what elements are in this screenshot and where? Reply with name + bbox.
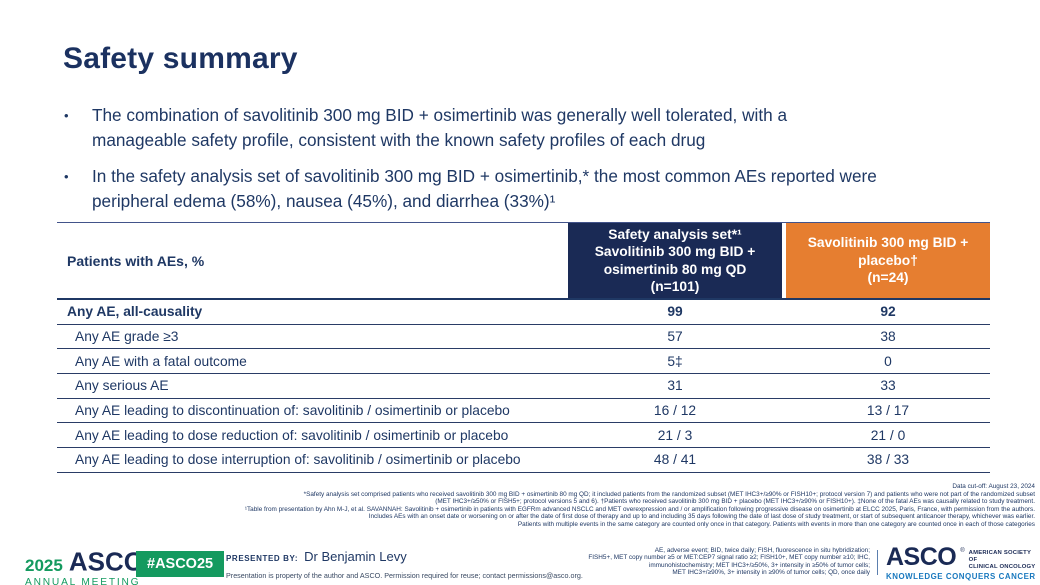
- row-value-arm: 31: [667, 378, 683, 394]
- row-label: Any AE leading to discontinuation of: sa…: [75, 403, 510, 419]
- bullet-dot: •: [64, 169, 69, 184]
- table-row: Any AE grade ≥3 57 38: [57, 325, 990, 350]
- row-value-arm: 16 / 12: [653, 403, 697, 419]
- footnote-line: (MET IHC3+/≥50% or FISH5+; protocol vers…: [435, 498, 1035, 505]
- table-row: Any AE leading to discontinuation of: sa…: [57, 399, 990, 424]
- abbreviations-block: AE, adverse event; BID, twice daily; FIS…: [588, 547, 870, 576]
- bullet-item: • In the safety analysis set of savoliti…: [64, 164, 1014, 214]
- asco-society-logo-top: ASCO ® AMERICAN SOCIETY OF CLINICAL ONCO…: [886, 543, 1038, 571]
- row-value-placebo: 38 / 33: [866, 452, 910, 468]
- row-label: Any AE leading to dose interruption of: …: [75, 452, 521, 468]
- row-value-placebo: 38: [880, 329, 896, 345]
- bullet-item: • The combination of savolitinib 300 mg …: [64, 103, 1014, 153]
- bullet-list: • The combination of savolitinib 300 mg …: [64, 103, 1014, 225]
- meeting-name: ANNUAL MEETING: [25, 576, 141, 585]
- table-row: Any AE leading to dose interruption of: …: [57, 448, 990, 473]
- presented-by-block: PRESENTED BY: Dr Benjamin Levy Presentat…: [226, 549, 583, 580]
- row-value-placebo: 13 / 17: [866, 403, 910, 419]
- safety-table: Patients with AEs, % Safety analysis set…: [57, 222, 990, 473]
- row-label: Any AE with a fatal outcome: [75, 353, 247, 369]
- table-row: Any serious AE 31 33: [57, 374, 990, 399]
- footnote-line: ¹Table from presentation by Ahn M-J, et …: [244, 505, 1035, 513]
- row-label: Any AE leading to dose reduction of: sav…: [75, 427, 509, 443]
- table-header-savolitinib-placebo: Savolitinib 300 mg BID + placebo† (n=24): [786, 223, 990, 298]
- bullet-text: In the safety analysis set of savolitini…: [92, 166, 877, 211]
- bullet-text: The combination of savolitinib 300 mg BI…: [92, 105, 788, 150]
- row-value-placebo: 21 / 0: [870, 427, 906, 443]
- footnote-line: Includes AEs with an onset date or worse…: [368, 513, 1035, 520]
- row-label: Any AE grade ≥3: [75, 329, 179, 345]
- asco-annual-meeting-logo-top: 2025 ASCO®: [25, 549, 149, 576]
- row-value-arm: 21 / 3: [657, 427, 693, 443]
- table-row: Any AE, all-causality 99 92: [57, 300, 990, 325]
- asco-annual-meeting-logo: 2025 ASCO® ANNUAL MEETING: [25, 549, 149, 585]
- presenter-name: Dr Benjamin Levy: [304, 549, 407, 564]
- table-row: Any AE with a fatal outcome 5‡ 0: [57, 349, 990, 375]
- row-value-arm: 57: [667, 329, 683, 345]
- table-row: Any AE leading to dose reduction of: sav…: [57, 423, 990, 449]
- row-value-placebo: 33: [880, 378, 896, 394]
- row-value-arm: 99: [667, 304, 683, 320]
- row-value-arm: 5‡: [667, 353, 683, 369]
- registered-mark: ®: [960, 548, 965, 554]
- presented-by-line: PRESENTED BY: Dr Benjamin Levy: [226, 549, 583, 564]
- footnote-line: *Safety analysis set comprised patients …: [303, 490, 1035, 498]
- page-title: Safety summary: [63, 42, 298, 75]
- table-header-savolitinib-osimertinib: Safety analysis set*¹ Savolitinib 300 mg…: [568, 223, 782, 298]
- meeting-year: 2025: [25, 555, 63, 575]
- asco-wordmark: ASCO®: [69, 549, 149, 575]
- table-header-row: Patients with AEs, % Safety analysis set…: [57, 222, 990, 300]
- hashtag-badge: #ASCO25: [136, 551, 225, 577]
- footnotes-block: Data cut-off: August 23, 2024 *Safety an…: [245, 483, 1035, 528]
- row-label: Any serious AE: [75, 378, 169, 394]
- footer-divider: [877, 550, 878, 575]
- presented-by-label: PRESENTED BY:: [226, 554, 299, 563]
- row-value-arm: 48 / 41: [653, 452, 697, 468]
- row-label: Any AE, all-causality: [67, 304, 203, 320]
- bullet-dot: •: [64, 108, 69, 123]
- permission-note: Presentation is property of the author a…: [226, 571, 583, 580]
- footnote-line: Patients with multiple events in the sam…: [517, 520, 1035, 528]
- table-header-patients: Patients with AEs, %: [57, 223, 568, 298]
- asco-society-logo: ASCO ® AMERICAN SOCIETY OF CLINICAL ONCO…: [886, 543, 1038, 582]
- asco-society-name: AMERICAN SOCIETY OF CLINICAL ONCOLOGY: [968, 550, 1036, 570]
- header-gap: [782, 223, 786, 298]
- row-value-placebo: 92: [880, 304, 896, 320]
- row-value-placebo: 0: [884, 353, 892, 369]
- footnote-line: Data cut-off: August 23, 2024: [952, 483, 1035, 490]
- asco-wordmark: ASCO: [886, 543, 957, 571]
- asco-tagline: KNOWLEDGE CONQUERS CANCER: [886, 572, 1036, 582]
